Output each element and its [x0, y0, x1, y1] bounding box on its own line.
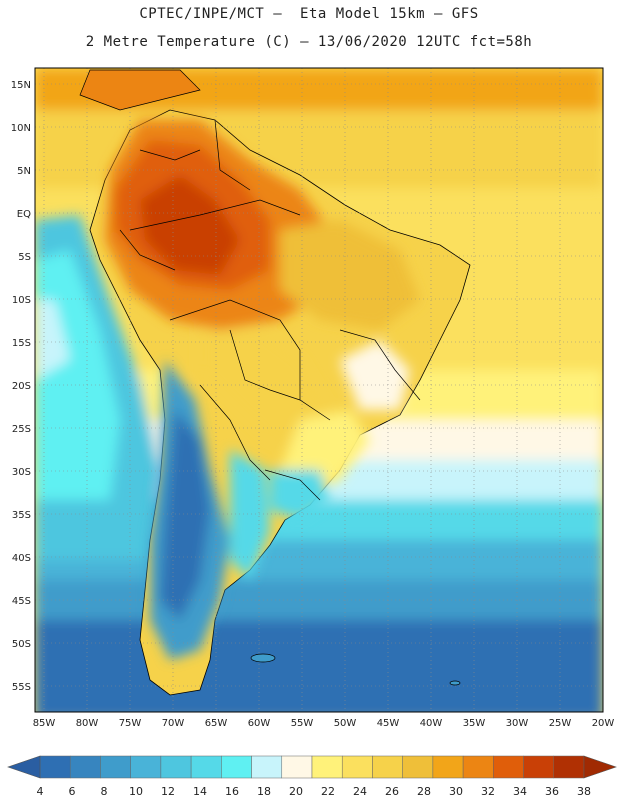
map-title: CPTEC/INPE/MCT – Eta Model 15km – GFS [139, 6, 479, 22]
colorbar-tick-label: 24 [353, 785, 367, 798]
colorbar-tick-label: 34 [513, 785, 527, 798]
latitude-label: 15N [11, 80, 31, 91]
longitude-label: 35W [463, 718, 486, 729]
colorbar-swatch [341, 755, 373, 779]
longitude-label: 45W [377, 718, 400, 729]
colorbar-low-arrow [7, 755, 41, 779]
colorbar: 4 6 8 10 12 14 16 18 20 22 24 26 28 30 32 34 36 38 [7, 755, 617, 798]
temperature-field [35, 68, 603, 712]
latitude-label: 5S [18, 252, 31, 263]
colorbar-swatch [523, 755, 555, 779]
colorbar-tick-label: 22 [321, 785, 335, 798]
longitude-label: 70W [162, 718, 185, 729]
colorbar-swatch [493, 755, 524, 779]
colorbar-swatch [190, 755, 222, 779]
colorbar-tick-label: 20 [289, 785, 303, 798]
colorbar-tick-label: 4 [37, 785, 44, 798]
latitude-label: 45S [12, 596, 31, 607]
colorbar-swatch [432, 755, 464, 779]
colorbar-swatch [69, 755, 101, 779]
latitude-label: 40S [12, 553, 31, 564]
colorbar-tick-label: 32 [481, 785, 495, 798]
colorbar-swatch [39, 755, 71, 779]
longitude-label: 85W [33, 718, 56, 729]
latitude-label: 5N [17, 166, 31, 177]
latitude-label: 10N [11, 123, 31, 134]
latitude-label: 55S [12, 682, 31, 693]
map-frame [34, 67, 604, 713]
latitude-label: 50S [12, 639, 31, 650]
colorbar-swatch [100, 755, 131, 779]
colorbar-high-arrow [583, 755, 617, 779]
colorbar-tick-label: 38 [577, 785, 591, 798]
longitude-label: 40W [420, 718, 443, 729]
central-america [79, 69, 201, 111]
latitude-label: 15S [12, 338, 31, 349]
longitude-label: 50W [334, 718, 357, 729]
colorbar-swatch [372, 755, 403, 779]
colorbar-tick-label: 14 [193, 785, 207, 798]
colorbar-tick-label: 28 [417, 785, 431, 798]
latitude-labels: 15N 10N 5N EQ 5S 10S 15S 20S 25S 30S 35S 40S 45S 50S 5… [11, 80, 31, 693]
colorbar-tick-label: 16 [225, 785, 239, 798]
country-borders [119, 119, 421, 501]
colorbar-swatch [160, 755, 192, 779]
longitude-label: 20W [592, 718, 615, 729]
colorbar-tick-label: 8 [101, 785, 108, 798]
colorbar-swatch [462, 755, 494, 779]
colorbar-swatch [311, 755, 343, 779]
colorbar-tick-label: 10 [129, 785, 143, 798]
longitude-label: 75W [119, 718, 142, 729]
colorbar-tick-label: 26 [385, 785, 399, 798]
colorbar-tick-label: 30 [449, 785, 463, 798]
latitude-label: 35S [12, 510, 31, 521]
graticule [35, 68, 603, 712]
latitude-label: 25S [12, 424, 31, 435]
longitude-label: 30W [506, 718, 529, 729]
latitude-label: 20S [12, 381, 31, 392]
colorbar-tick-label: 12 [161, 785, 175, 798]
latitude-label: EQ [17, 209, 31, 220]
map-subtitle: 2 Metre Temperature (C) – 13/06/2020 12U… [85, 34, 533, 50]
islands [250, 653, 461, 686]
colorbar-tick-label: 36 [545, 785, 559, 798]
colorbar-swatch [130, 755, 162, 779]
latitude-label: 10S [12, 295, 31, 306]
colorbar-tick-label: 6 [69, 785, 76, 798]
longitude-label: 80W [76, 718, 99, 729]
longitude-label: 25W [549, 718, 572, 729]
longitude-label: 65W [205, 718, 228, 729]
colorbar-tick-label: 18 [257, 785, 271, 798]
longitude-label: 60W [248, 718, 271, 729]
colorbar-swatch [251, 755, 283, 779]
longitude-label: 55W [291, 718, 314, 729]
latitude-label: 30S [12, 467, 31, 478]
colorbar-swatch [402, 755, 434, 779]
colorbar-swatch [281, 755, 313, 779]
colorbar-swatch [553, 755, 585, 779]
longitude-labels: 85W 80W 75W 70W 65W 60W 55W 50W 45W 40W 35W 30W 25W 2… [33, 718, 615, 729]
colorbar-swatch [221, 755, 252, 779]
